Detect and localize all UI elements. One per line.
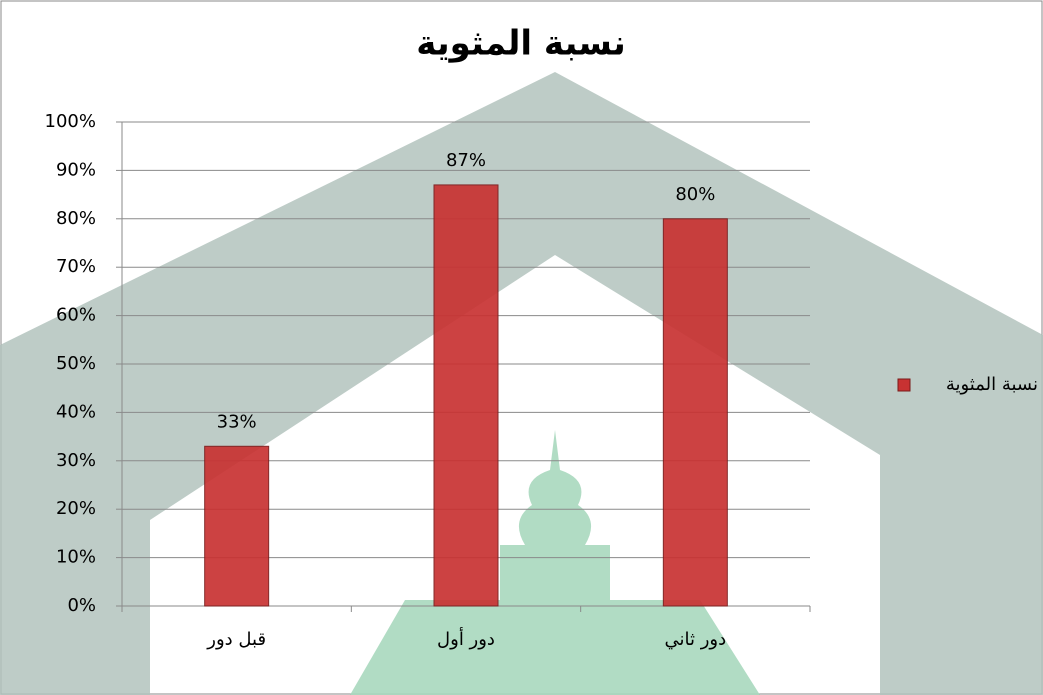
bar — [433, 184, 499, 607]
x-tick-label: دور ثاني — [665, 629, 727, 650]
y-tick-label: 20% — [56, 498, 96, 519]
bar — [204, 445, 270, 607]
watermark-chevron — [0, 72, 1043, 695]
data-label: 33% — [217, 411, 257, 432]
y-tick-label: 100% — [45, 111, 96, 132]
legend-label: نسبة المثوية — [946, 374, 1038, 395]
y-tick-label: 30% — [56, 450, 96, 471]
y-tick-label: 50% — [56, 353, 96, 374]
y-tick-label: 60% — [56, 305, 96, 326]
y-tick-label: 90% — [56, 159, 96, 180]
legend-swatch — [897, 378, 911, 392]
y-tick-label: 0% — [67, 595, 96, 616]
bar — [662, 218, 728, 607]
y-tick-label: 70% — [56, 256, 96, 277]
watermark-tower — [350, 430, 760, 695]
chart-title: نسبة المثوية — [416, 24, 626, 64]
x-tick-label: قبل دور — [206, 629, 266, 650]
y-tick-label: 40% — [56, 401, 96, 422]
y-tick-label: 10% — [56, 547, 96, 568]
data-label: 80% — [675, 184, 715, 205]
data-label: 87% — [446, 150, 486, 171]
y-tick-label: 80% — [56, 208, 96, 229]
x-tick-label: دور أول — [437, 627, 495, 650]
